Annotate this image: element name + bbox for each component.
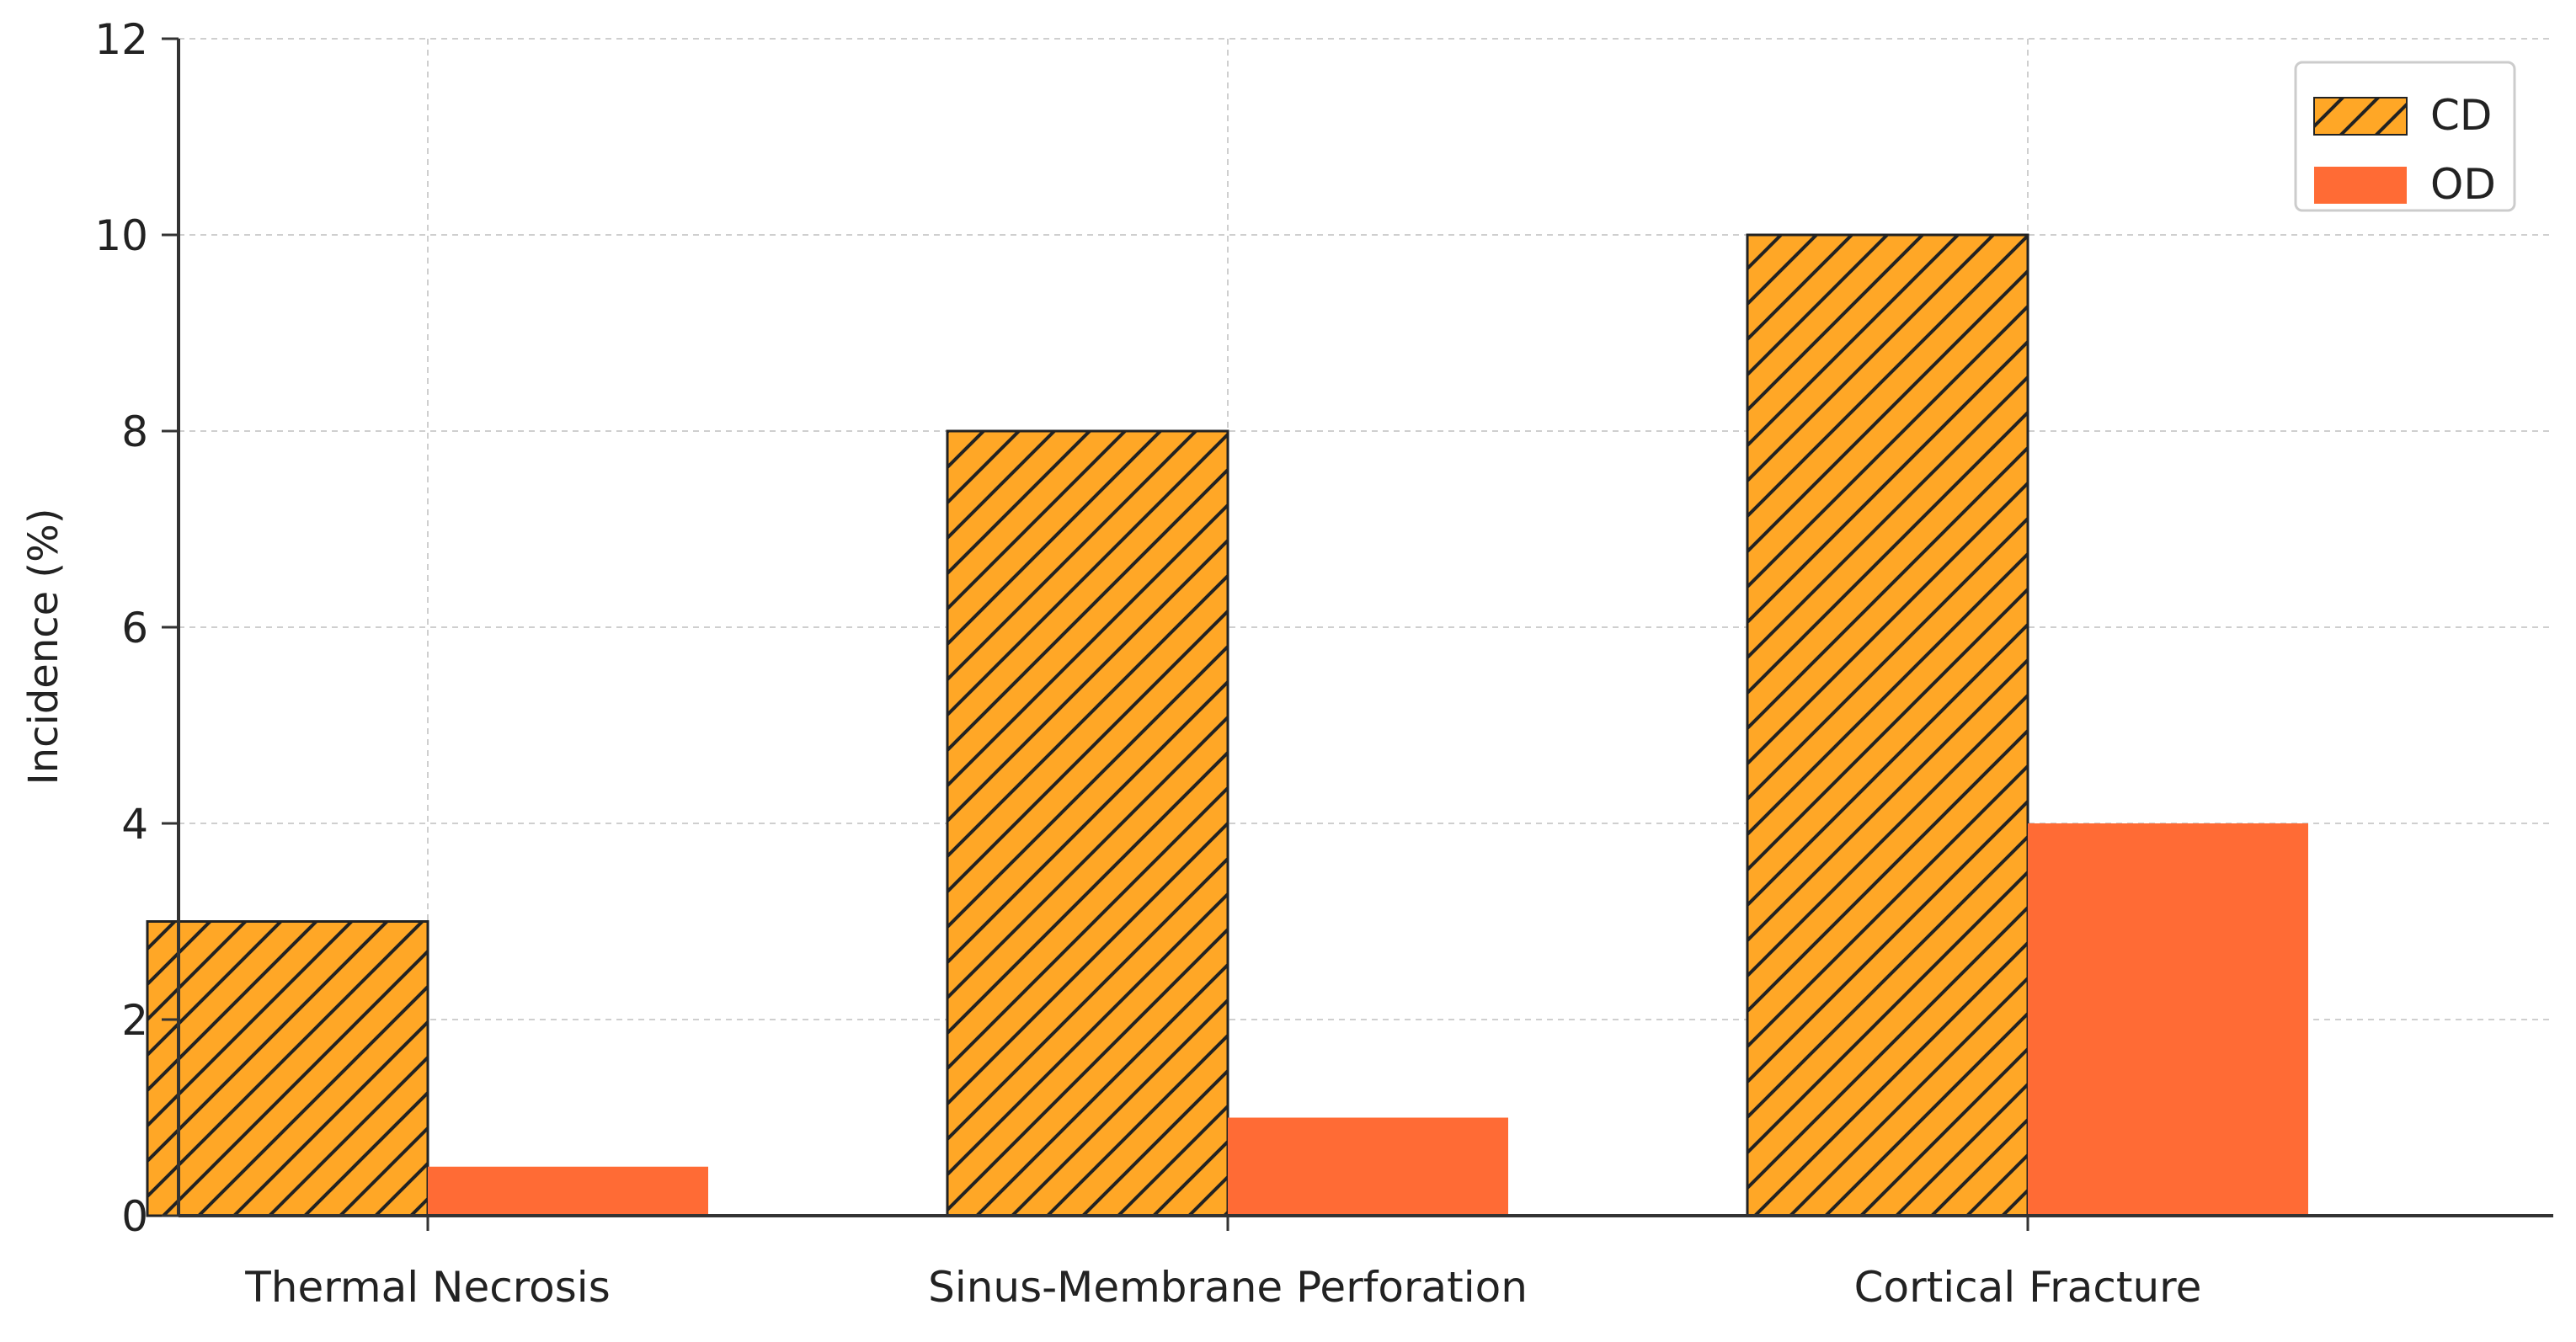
bar-od-0 xyxy=(428,1166,708,1216)
axes xyxy=(162,37,2553,1231)
labels: 0 2 4 6 8 10 12 Thermal Necrosis Sinus-Membrane … xyxy=(94,15,2201,1312)
y-tick-label-0: 0 xyxy=(121,1192,148,1241)
legend-swatch-cd xyxy=(2313,97,2408,136)
legend: CD OD xyxy=(2294,61,2516,212)
y-tick-label-1: 2 xyxy=(121,996,148,1045)
legend-label-od: OD xyxy=(2430,160,2496,209)
y-tick-label-6: 12 xyxy=(94,15,148,64)
bar-cd-2 xyxy=(1746,233,2029,1217)
y-tick-label-2: 4 xyxy=(121,800,148,849)
y-tick-label-4: 8 xyxy=(121,407,148,456)
bar-cd-0 xyxy=(146,920,429,1217)
bar-od-2 xyxy=(2028,823,2308,1216)
x-tick-label-1: Sinus-Membrane Perforation xyxy=(928,1263,1528,1312)
legend-label-cd: CD xyxy=(2430,91,2492,140)
y-axis-title: Incidence (%) xyxy=(20,509,67,785)
bar-od-1 xyxy=(1228,1117,1508,1216)
legend-swatch-od xyxy=(2314,167,2407,204)
x-tick-label-2: Cortical Fracture xyxy=(1854,1263,2202,1312)
bar-cd-1 xyxy=(946,429,1229,1217)
y-tick-label-3: 6 xyxy=(121,604,148,652)
y-tick-label-5: 10 xyxy=(94,211,148,260)
x-tick-label-0: Thermal Necrosis xyxy=(244,1263,611,1312)
grid xyxy=(179,38,2553,1216)
